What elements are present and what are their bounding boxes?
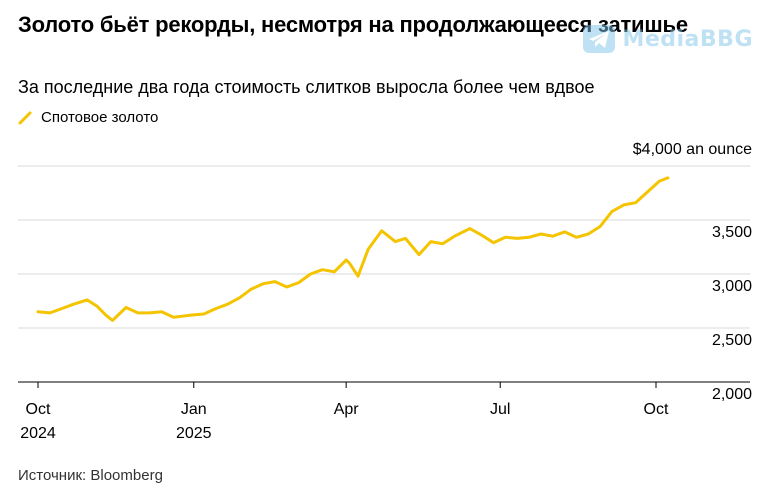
x-tick-label: Oct [26, 401, 51, 418]
watermark: MediaBBG [582, 24, 753, 54]
x-axis [18, 381, 750, 388]
chart-title: Золото бьёт рекорды, несмотря на продолж… [18, 12, 688, 37]
x-tick-year-label: 2024 [20, 425, 56, 442]
y-tick-label: 3,000 [712, 278, 752, 295]
y-tick-label: 3,500 [712, 224, 752, 241]
watermark-text: MediaBBG [622, 26, 753, 52]
legend-swatch [18, 111, 32, 125]
x-tick-label: Jul [490, 401, 510, 418]
x-tick-year-label: 2025 [176, 425, 212, 442]
y-axis-labels: 2,000 2,500 3,000 3,500 $4,000 an ounce [633, 141, 752, 403]
series-layer [36, 176, 670, 322]
series-line [36, 176, 670, 322]
legend-label: Спотовое золото [41, 109, 159, 126]
x-tick-label: Jan [181, 401, 207, 418]
x-tick-label: Apr [334, 401, 360, 418]
y-tick-label: 2,000 [712, 386, 752, 403]
y-unit-label: $4,000 an ounce [633, 141, 752, 158]
source-note: Источник: Bloomberg [18, 467, 163, 484]
y-tick-label: 2,500 [712, 332, 752, 349]
legend: Спотовое золото [18, 108, 158, 128]
x-tick-label: Oct [644, 401, 669, 418]
telegram-logo-icon [583, 25, 616, 53]
grid-lines [18, 165, 750, 329]
chart-subtitle: За последние два года стоимость слитков … [18, 77, 595, 97]
x-axis-labels: Oct 2024 Jan 2025 Apr Jul Oct [20, 401, 669, 442]
